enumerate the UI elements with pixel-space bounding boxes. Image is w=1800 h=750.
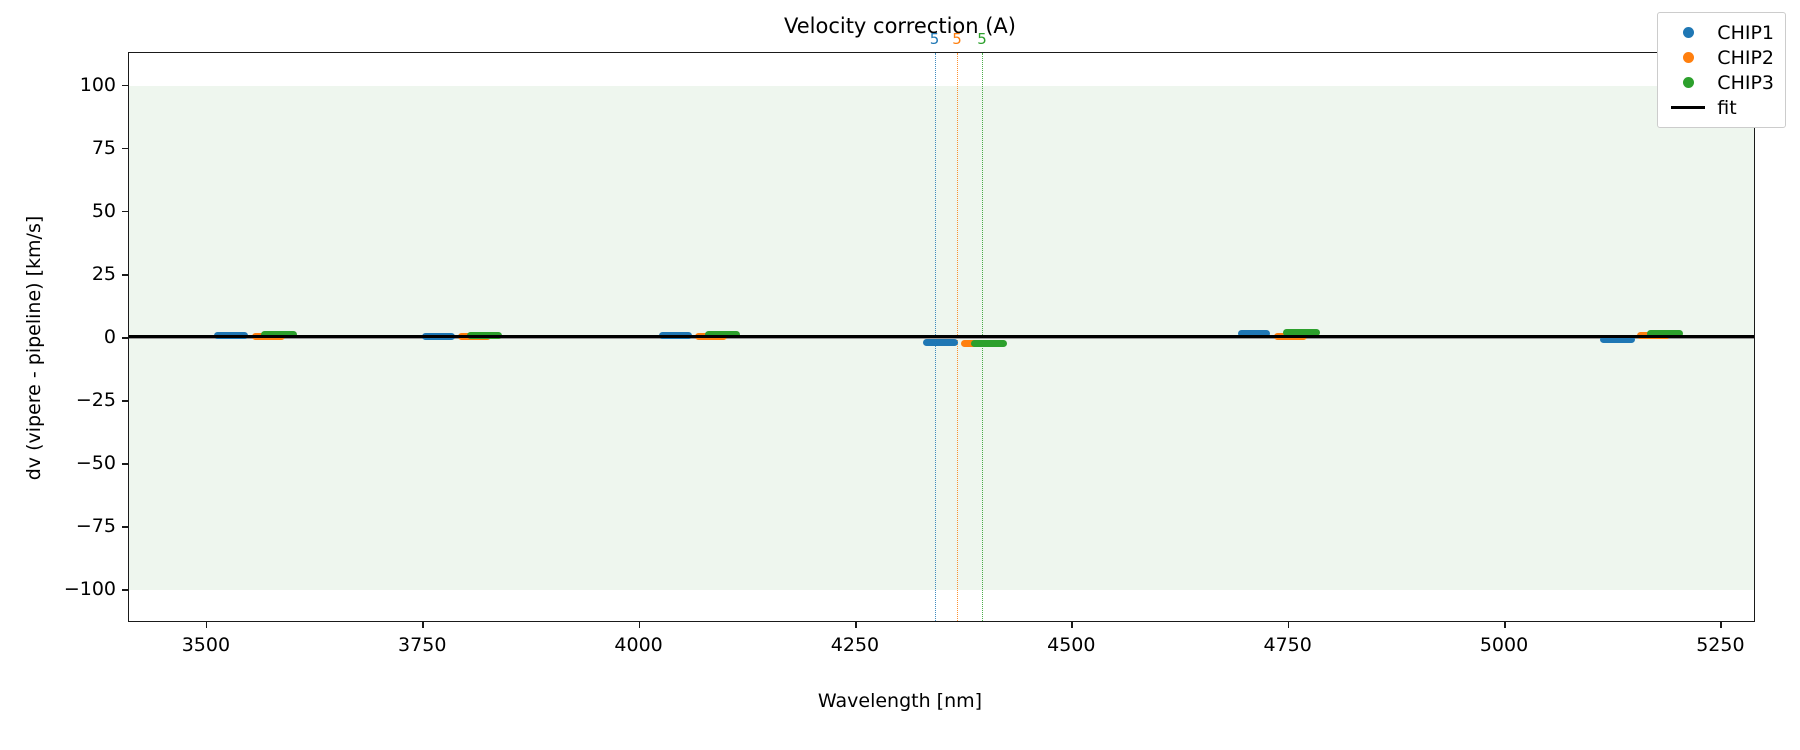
x-tick-4250: [854, 622, 857, 628]
x-tick-4000: [638, 622, 641, 628]
y-tick-label-0: 0: [103, 326, 116, 348]
data-segment-chip1-6: [1600, 335, 1635, 343]
x-tick-label-3750: 3750: [398, 634, 447, 656]
legend-marker-chip1-icon: [1667, 27, 1709, 38]
y-tick-25: [122, 273, 128, 276]
legend-item-chip3[interactable]: CHIP3: [1667, 70, 1774, 95]
data-segment-chip1-4: [922, 339, 959, 347]
y-tick-100: [122, 84, 128, 87]
data-segment-chip1-5: [1237, 330, 1271, 338]
y-tick-label--100: −100: [63, 578, 116, 601]
x-tick-4500: [1071, 622, 1073, 628]
legend-marker-chip2-icon: [1667, 52, 1709, 63]
y-tick-label--25: −25: [75, 389, 116, 412]
x-tick-label-4750: 4750: [1263, 634, 1312, 656]
y-tick-label-50: 50: [91, 199, 116, 222]
y-tick-label--75: −75: [75, 515, 116, 538]
fit-line: [129, 335, 1754, 339]
legend-label-chip2: CHIP2: [1717, 46, 1774, 69]
data-segment-chip3-4: [971, 339, 1007, 347]
x-tick-3750: [422, 622, 424, 628]
legend-item-chip2[interactable]: CHIP2: [1667, 45, 1774, 70]
x-tick-3500: [205, 622, 208, 628]
y-tick-label-75: 75: [91, 136, 116, 159]
vertical-marker-label-3: 5: [977, 30, 987, 48]
y-tick--50: [122, 463, 128, 465]
x-tick-5000: [1504, 622, 1506, 628]
chart-legend[interactable]: CHIP1 CHIP2 CHIP3 fit: [1657, 12, 1786, 128]
data-segment-chip3-6: [1646, 330, 1684, 338]
vertical-marker-label-1: 5: [929, 30, 940, 48]
legend-label-chip1: CHIP1: [1717, 21, 1774, 44]
legend-marker-chip3-icon: [1667, 77, 1709, 88]
legend-item-chip1[interactable]: CHIP1: [1667, 20, 1774, 45]
data-segment-chip3-3: [704, 330, 740, 338]
y-tick--75: [122, 526, 128, 528]
y-tick-label-100: 100: [79, 73, 116, 96]
x-tick-label-4000: 4000: [614, 634, 663, 656]
data-segment-chip3-5: [1283, 329, 1320, 337]
x-tick-label-4500: 4500: [1047, 634, 1096, 656]
x-tick-label-3500: 3500: [181, 634, 231, 656]
x-tick-label-5250: 5250: [1696, 634, 1745, 656]
legend-marker-fit-icon: [1667, 106, 1709, 109]
y-tick-label-25: 25: [91, 262, 116, 285]
x-tick-label-5000: 5000: [1479, 634, 1529, 656]
legend-label-fit: fit: [1717, 96, 1737, 119]
chart-title: Velocity correction (A): [783, 14, 1016, 38]
zero-reference-line: [129, 338, 1754, 339]
legend-item-fit[interactable]: fit: [1667, 95, 1774, 120]
x-tick-label-4250: 4250: [830, 634, 880, 656]
y-tick-50: [122, 210, 128, 213]
plot-area: [128, 52, 1755, 622]
data-segment-chip3-1: [261, 331, 297, 339]
x-axis-label: Wavelength [nm]: [817, 690, 983, 712]
y-tick-75: [122, 147, 128, 150]
x-tick-5250: [1720, 622, 1722, 628]
y-tick--100: [122, 589, 128, 591]
legend-label-chip3: CHIP3: [1717, 71, 1774, 94]
y-tick--25: [122, 400, 128, 402]
y-tick-label--50: −50: [75, 452, 116, 475]
vertical-marker-label-2: 5: [952, 30, 962, 48]
y-tick-0: [122, 337, 128, 339]
x-tick-4750: [1287, 622, 1290, 628]
y-axis-label: dv (vipere - pipeline) [km/s]: [23, 215, 45, 481]
plot-clip: [129, 53, 1754, 621]
